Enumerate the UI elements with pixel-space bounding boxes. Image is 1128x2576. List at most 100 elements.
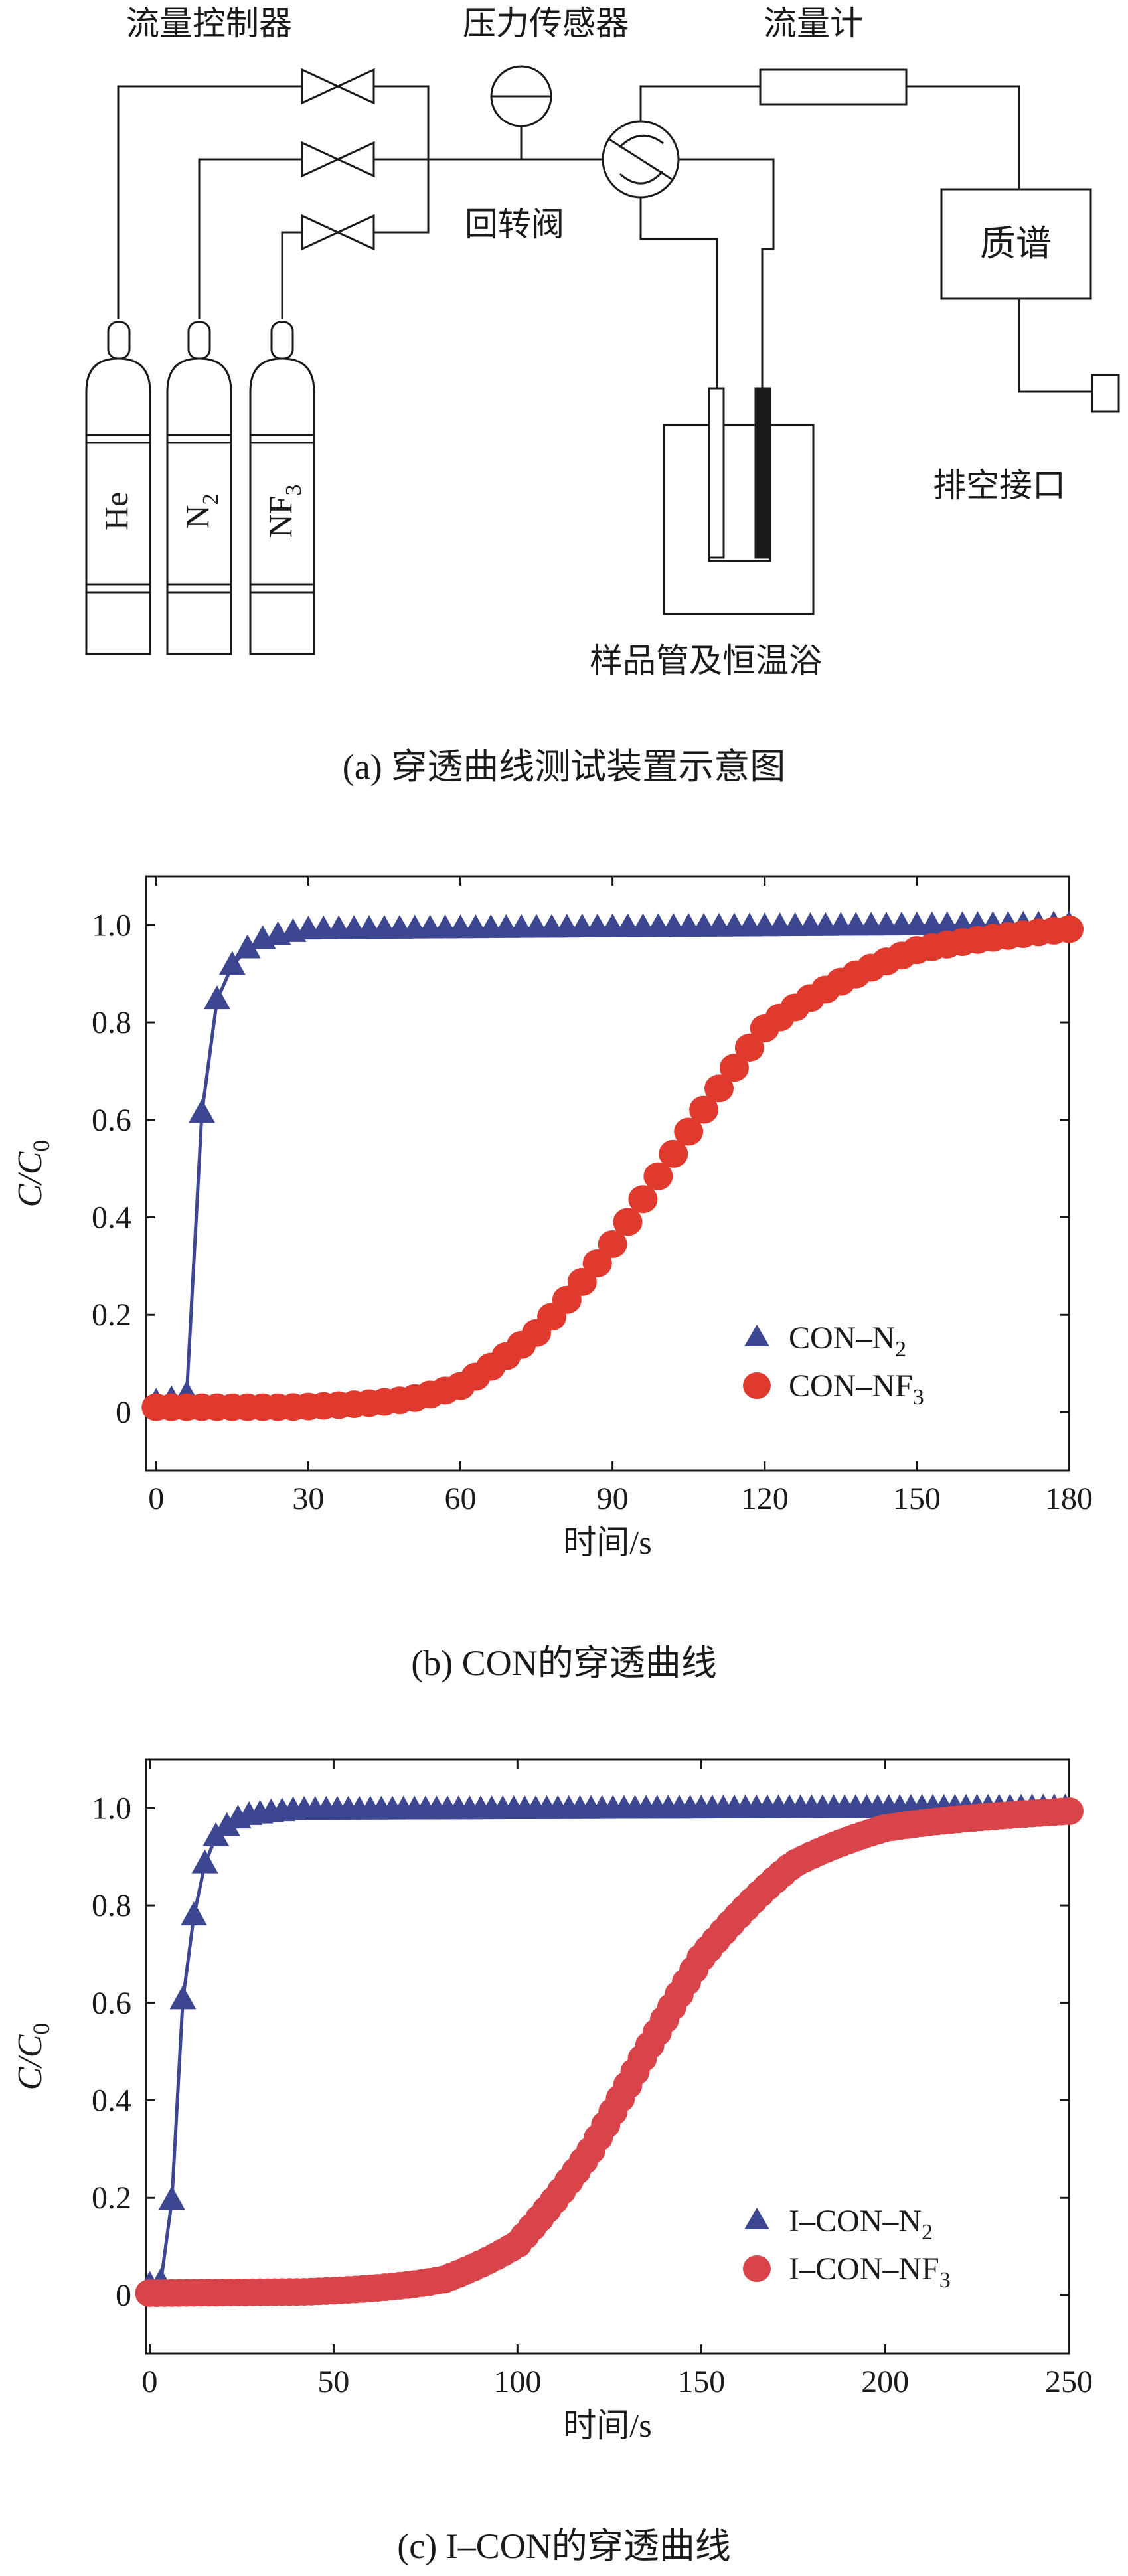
label-sample-tube-bath: 样品管及恒温浴 [590, 642, 822, 679]
label-vent: 排空接口 [933, 467, 1066, 504]
x-tick-label: 60 [445, 1481, 477, 1516]
sample-tube-bath-icon [663, 387, 815, 615]
chart-c: 0 50 100 150 200 250 0 0.2 0.4 0.6 0.8 1.0 时间/s C/C0 I… [11, 1758, 1093, 2444]
chart-c-panel: 0 50 100 150 200 250 0 0.2 0.4 0.6 0.8 1.0 时间/s C/C0 I… [0, 1726, 1128, 2576]
valve-he [301, 68, 375, 105]
data-point-circle [734, 1034, 764, 1062]
flow-meter-icon [759, 68, 908, 106]
caption-a: (a) 穿透曲线测试装置示意图 [342, 747, 786, 787]
valve-n2 [301, 141, 375, 178]
label-pressure-sensor: 压力传感器 [463, 5, 629, 42]
data-point-triangle [218, 951, 246, 975]
y-tick-label: 0.6 [92, 1103, 131, 1138]
y-tick-label: 0.4 [92, 1200, 131, 1236]
data-point-circle [659, 1139, 688, 1168]
data-point-circle [674, 1117, 704, 1146]
cylinder-he [85, 321, 151, 655]
legend-label: I–CON–N2 [789, 2204, 933, 2245]
data-point-circle [582, 1249, 612, 1277]
line-ms-to-vent [1018, 299, 1092, 393]
x-tick-label: 200 [861, 2364, 909, 2399]
line-flowmeter-to-ms [906, 85, 1020, 189]
data-point-triangle [213, 1812, 240, 1836]
apparatus-diagram-svg: He N2 NF3 流量控制器 压力传感器 流量计 回转阀 质谱 排空接口 样品… [85, 5, 1120, 679]
cylinder-label-he: He [98, 492, 135, 530]
series-line-triangle [155, 923, 1070, 1404]
x-tick-label: 150 [893, 1481, 941, 1516]
y-tick-label: 0.4 [92, 2083, 131, 2119]
x-tick-label: 0 [148, 1481, 164, 1516]
chart-b-caption: (b) CON的穿透曲线 [411, 1643, 717, 1683]
legend-label: CON–NF3 [789, 1368, 924, 1409]
label-flow-meter: 流量计 [764, 5, 863, 42]
y-tick-label: 0.8 [92, 1888, 131, 1923]
y-tick-label: 0 [116, 1395, 131, 1430]
y-tick-label: 0.2 [92, 2180, 131, 2215]
data-point-triangle [189, 1099, 216, 1123]
label-flow-controller: 流量控制器 [126, 5, 292, 42]
y-tick-label: 0 [116, 2278, 131, 2313]
x-tick-label: 30 [292, 1481, 324, 1516]
line-rotary-to-tube-right [679, 158, 775, 392]
cylinder-label-n2: N2 [179, 493, 223, 528]
y-axis-label: C/C0 [11, 2023, 54, 2091]
data-point-circle [643, 1162, 673, 1190]
y-tick-label: 0.2 [92, 1297, 131, 1332]
label-rotary-valve: 回转阀 [465, 206, 564, 243]
x-tick-label: 0 [142, 2364, 158, 2399]
x-tick-label: 150 [677, 2364, 725, 2399]
x-tick-label: 90 [597, 1481, 629, 1516]
data-point-triangle [180, 1901, 207, 1926]
data-point-circle [704, 1074, 734, 1103]
legend-marker-triangle [744, 2208, 769, 2229]
data-point-circle [1054, 1797, 1084, 1825]
legend-label: I–CON–NF3 [789, 2251, 951, 2293]
data-point-circle [719, 1054, 749, 1082]
rotary-valve-icon [602, 120, 680, 199]
series-line-circle [156, 927, 1070, 1409]
x-tick-label: 120 [741, 1481, 789, 1516]
apparatus-diagram: He N2 NF3 流量控制器 压力传感器 流量计 回转阀 质谱 排空接口 样品… [0, 0, 1128, 797]
data-point-circle [628, 1185, 658, 1214]
y-tick-label: 1.0 [92, 1791, 131, 1826]
valve-nf3 [301, 214, 375, 251]
x-tick-label: 180 [1045, 1481, 1093, 1516]
y-tick-label: 0.8 [92, 1005, 131, 1040]
data-point-triangle [191, 1849, 218, 1874]
plot-frame [145, 875, 1070, 1472]
line-rotary-to-tube-left [639, 196, 718, 392]
data-point-circle [689, 1095, 719, 1124]
series-line-triangle [149, 1806, 1066, 2287]
legend-marker-circle [743, 1372, 771, 1399]
x-tick-label: 250 [1045, 2364, 1093, 2399]
line-nf3 [281, 231, 302, 319]
data-point-circle [598, 1230, 627, 1258]
mass-spec-box [940, 188, 1092, 300]
cylinder-nf3 [249, 321, 315, 655]
data-point-triangle [169, 1985, 197, 2010]
line-he [117, 85, 302, 319]
line-n2 [198, 158, 302, 319]
label-mass-spec: 质谱 [980, 224, 1052, 264]
plot-frame [145, 1758, 1070, 2355]
legend-label: CON–N2 [789, 1321, 906, 1362]
pressure-sensor-icon [490, 65, 552, 127]
y-axis-label: C/C0 [11, 1140, 54, 1208]
data-point-triangle [203, 985, 230, 1010]
x-tick-label: 100 [493, 2364, 541, 2399]
line-to-flowmeter [639, 85, 760, 126]
x-axis-label: 时间/s [563, 2407, 651, 2444]
cylinder-n2 [166, 321, 232, 655]
vent-icon [1091, 374, 1120, 413]
y-tick-label: 1.0 [92, 908, 131, 943]
chart-b-panel: 0 30 60 90 120 150 180 0 0.2 0.4 0.6 0.8 1.0 时间/s C/C0… [0, 843, 1128, 1686]
chart-b: 0 30 60 90 120 150 180 0 0.2 0.4 0.6 0.8 1.0 时间/s C/C0… [11, 875, 1093, 1561]
data-point-circle [1054, 915, 1084, 943]
x-axis-label: 时间/s [563, 1524, 651, 1561]
data-point-triangle [234, 934, 261, 959]
y-tick-label: 0.6 [92, 1986, 131, 2021]
legend-marker-circle [743, 2255, 771, 2282]
legend-marker-triangle [744, 1325, 769, 1346]
data-point-circle [613, 1208, 643, 1236]
data-point-triangle [158, 2186, 185, 2210]
